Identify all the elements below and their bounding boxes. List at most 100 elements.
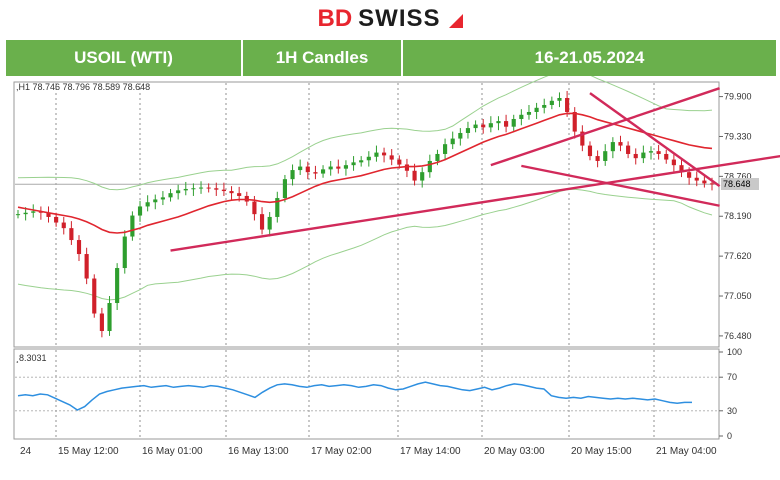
candle-body — [526, 111, 532, 115]
candle-body — [305, 166, 310, 173]
candle-body — [450, 138, 455, 145]
rsi-tick-label: 70 — [727, 372, 737, 382]
candle-body — [572, 111, 577, 132]
candle-body — [694, 177, 699, 181]
candle-body — [351, 162, 356, 166]
candle-body — [298, 166, 303, 171]
rsi-tick-label: 100 — [727, 347, 742, 357]
candle-body — [633, 153, 638, 159]
candle-body — [389, 155, 394, 160]
candle-body — [153, 199, 158, 203]
candle-body — [252, 201, 257, 215]
header-timeframe: 1H Candles — [243, 40, 403, 76]
candle-body — [336, 166, 341, 169]
candle-body — [656, 151, 661, 154]
candle-body — [610, 142, 615, 152]
moving-average-line — [17, 112, 713, 234]
trendline — [170, 154, 780, 252]
candle-body — [267, 216, 272, 230]
candle-body — [465, 128, 471, 133]
trendline — [521, 164, 720, 207]
candle-body — [641, 152, 646, 159]
rsi-panel-frame — [13, 348, 720, 440]
candle-body — [427, 160, 432, 173]
candle-body — [435, 153, 440, 161]
candle-body — [481, 124, 486, 128]
candle-body — [366, 156, 371, 161]
candle-body — [160, 197, 165, 200]
y-tick-label: 78.760 — [724, 171, 752, 181]
candle-body — [488, 123, 493, 128]
upper-envelope-line — [17, 76, 713, 191]
candle-body — [23, 212, 28, 215]
y-tick-label: 78.190 — [724, 211, 752, 221]
x-tick-label: 16 May 01:00 — [142, 446, 203, 457]
candle-body — [290, 170, 295, 180]
candle-body — [687, 172, 692, 178]
candle-body — [15, 214, 21, 216]
candle-body — [282, 179, 287, 199]
candle-body — [702, 180, 707, 184]
price-chart: 79.900 79.330 78.760 78.190 77.620 77.050 76.4… — [13, 76, 780, 457]
candle-body — [519, 114, 524, 119]
candle-body — [587, 145, 593, 157]
candle-body — [542, 104, 547, 108]
x-tick-label: 20 May 03:00 — [484, 446, 545, 457]
candle-body — [626, 145, 631, 154]
candle-body — [198, 187, 204, 189]
candle-body — [54, 216, 59, 223]
header-instrument: USOIL (WTI) — [6, 40, 243, 76]
x-tick-label: 17 May 02:00 — [311, 446, 372, 457]
candle-body — [374, 152, 379, 157]
candle-body — [221, 189, 226, 192]
candle-body — [603, 151, 608, 161]
candle-body — [664, 153, 669, 160]
candle-body — [92, 278, 97, 314]
candle-body — [671, 159, 676, 166]
candle-body — [46, 212, 51, 217]
candle-body — [259, 214, 265, 230]
chart-header: USOIL (WTI) 1H Candles 16-21.05.2024 — [6, 40, 776, 76]
candle-body — [130, 215, 135, 237]
trendline — [589, 92, 721, 188]
candle-body — [534, 107, 539, 112]
candle-body — [618, 142, 623, 146]
candle-body — [473, 124, 478, 129]
candle-body — [549, 100, 554, 105]
candle-body — [404, 164, 410, 171]
candle-body — [496, 121, 501, 124]
ohlc-readout: ,H1 78.746 78.796 78.589 78.648 — [16, 82, 150, 92]
candle-body — [420, 172, 425, 181]
candle-body — [99, 313, 104, 332]
candle-body — [565, 97, 570, 112]
candle-body — [511, 118, 516, 127]
x-tick-label: 17 May 14:00 — [400, 446, 461, 457]
candle-body — [397, 159, 402, 165]
rsi-tick-label: 0 — [727, 431, 732, 441]
candle-body — [328, 166, 333, 170]
candle-body — [206, 187, 211, 189]
current-price-label: 78.648 — [723, 179, 751, 189]
candle-body — [137, 206, 143, 216]
candle-body — [61, 222, 66, 229]
candle-body — [214, 188, 219, 190]
brand-name: SWISS — [358, 5, 441, 32]
candle-body — [31, 211, 36, 213]
candle-body — [122, 236, 127, 269]
candle-body — [313, 172, 318, 174]
candle-body — [648, 151, 654, 153]
candle-body — [84, 254, 89, 279]
candle-body — [76, 240, 82, 255]
brand-mark-icon — [448, 14, 463, 28]
candle-body — [557, 97, 562, 101]
x-tick-label: 15 May 12:00 — [58, 446, 119, 457]
candle-body — [343, 165, 349, 169]
candle-body — [412, 170, 417, 181]
candle-body — [229, 191, 234, 194]
brand-logo: BD SWISS — [0, 0, 780, 38]
candle-body — [183, 188, 188, 191]
candle-body — [443, 144, 448, 154]
candle-body — [115, 268, 120, 304]
candle-body — [580, 131, 585, 146]
x-tick-label: 21 May 04:00 — [656, 446, 717, 457]
